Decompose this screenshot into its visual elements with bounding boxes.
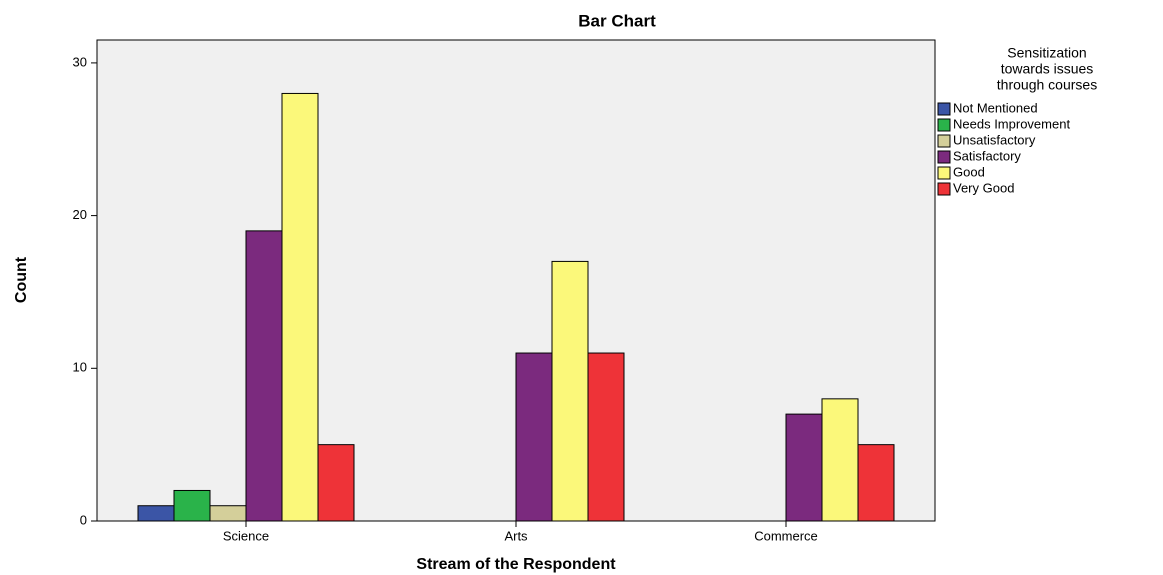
legend-title: towards issues [1001, 61, 1094, 77]
legend-swatch [937, 182, 951, 196]
y-axis-title: Count [13, 256, 30, 303]
y-tick-label: 10 [73, 360, 87, 375]
legend-title: Sensitization [1007, 45, 1086, 61]
bar [551, 260, 589, 522]
legend-item: Good [953, 164, 985, 179]
x-tick-label: Science [223, 528, 269, 543]
legend-swatch [937, 102, 951, 116]
legend-item: Very Good [953, 180, 1014, 195]
bar [281, 92, 319, 522]
chart-title: Bar Chart [578, 11, 656, 30]
bar [821, 398, 859, 522]
legend-item: Not Mentioned [953, 100, 1038, 115]
legend-swatch [937, 150, 951, 164]
legend-item: Satisfactory [953, 148, 1021, 163]
bar [137, 505, 175, 522]
bar [245, 230, 283, 522]
legend-title: through courses [997, 77, 1097, 93]
bar [857, 444, 895, 522]
y-tick-label: 0 [80, 512, 87, 527]
bar [209, 505, 247, 522]
bar [173, 489, 211, 522]
legend-swatch [937, 118, 951, 132]
bar [587, 352, 625, 522]
legend-swatch [937, 166, 951, 180]
legend-swatch [937, 134, 951, 148]
y-tick-label: 20 [73, 207, 87, 222]
y-tick-label: 30 [73, 54, 87, 69]
bar [785, 413, 823, 522]
bar [515, 352, 553, 522]
legend-item: Needs Improvement [953, 116, 1070, 131]
x-axis-title: Stream of the Respondent [416, 556, 616, 573]
bar [317, 444, 355, 522]
legend-item: Unsatisfactory [953, 132, 1036, 147]
x-tick-label: Commerce [754, 528, 818, 543]
x-tick-label: Arts [504, 528, 528, 543]
